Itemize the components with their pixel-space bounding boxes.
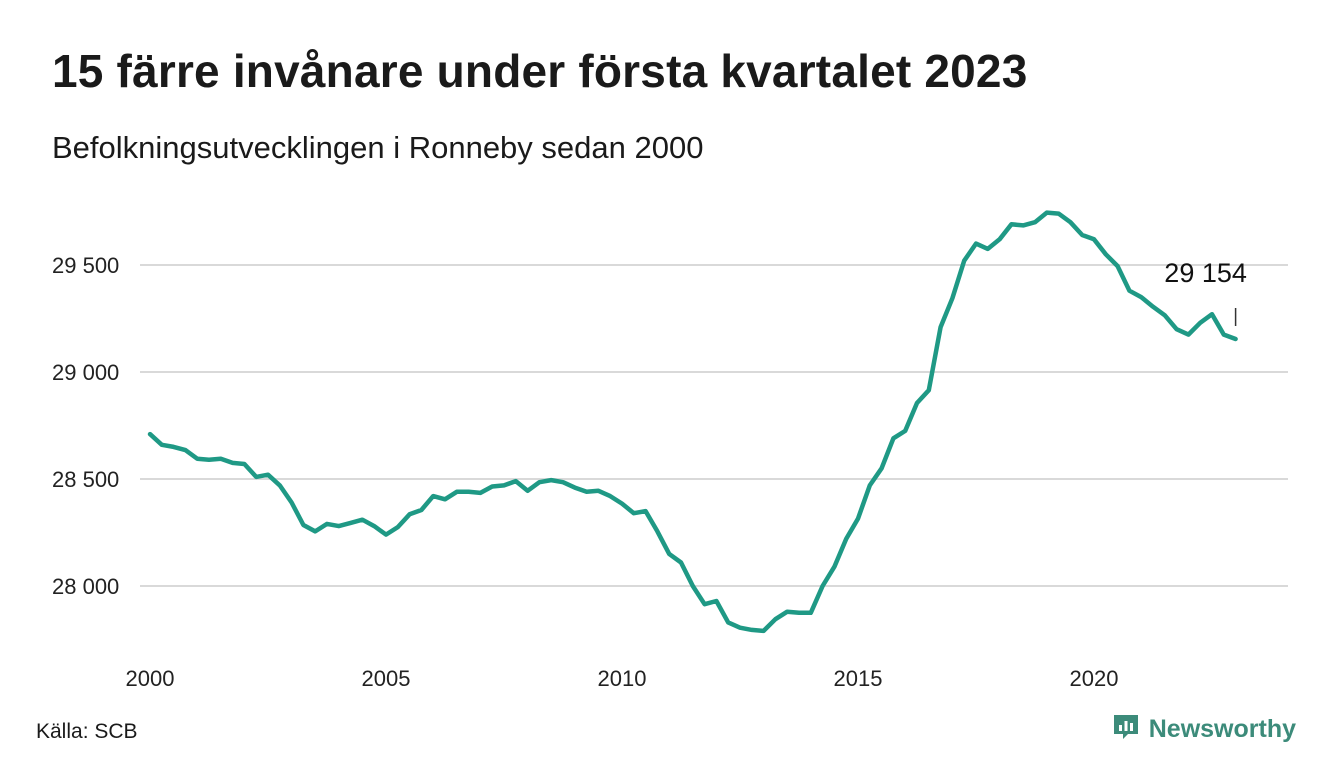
gridlines bbox=[140, 264, 1288, 587]
brand-name: Newsworthy bbox=[1148, 715, 1296, 743]
y-tick-label: 28 500 bbox=[52, 467, 119, 492]
chart-title: 15 färre invånare under första kvartalet… bbox=[52, 45, 1028, 97]
x-tick-label: 2020 bbox=[1070, 666, 1119, 691]
y-tick-label: 29 000 bbox=[52, 360, 119, 385]
source-note: Källa: SCB bbox=[36, 720, 138, 743]
chart-subtitle: Befolkningsutvecklingen i Ronneby sedan … bbox=[52, 130, 704, 165]
newsworthy-logo-icon bbox=[1111, 712, 1141, 747]
y-tick-label: 28 000 bbox=[52, 574, 119, 599]
population-line bbox=[147, 210, 1238, 634]
y-axis-tick-labels: 28 000 28 500 29 000 29 500 bbox=[52, 253, 119, 599]
x-tick-label: 2015 bbox=[834, 666, 883, 691]
annotation-label: 29 154 bbox=[1164, 258, 1247, 288]
x-tick-label: 2005 bbox=[362, 666, 411, 691]
y-tick-label: 29 500 bbox=[52, 253, 119, 278]
x-axis-tick-labels: 2000 2005 2010 2015 2020 bbox=[126, 666, 1119, 691]
line-chart: 28 000 28 500 29 000 29 500 2000 2005 2010 201… bbox=[52, 210, 1288, 691]
brand-logo[interactable]: Newsworthy bbox=[1111, 712, 1296, 747]
x-tick-label: 2000 bbox=[126, 666, 175, 691]
x-tick-label: 2010 bbox=[598, 666, 647, 691]
